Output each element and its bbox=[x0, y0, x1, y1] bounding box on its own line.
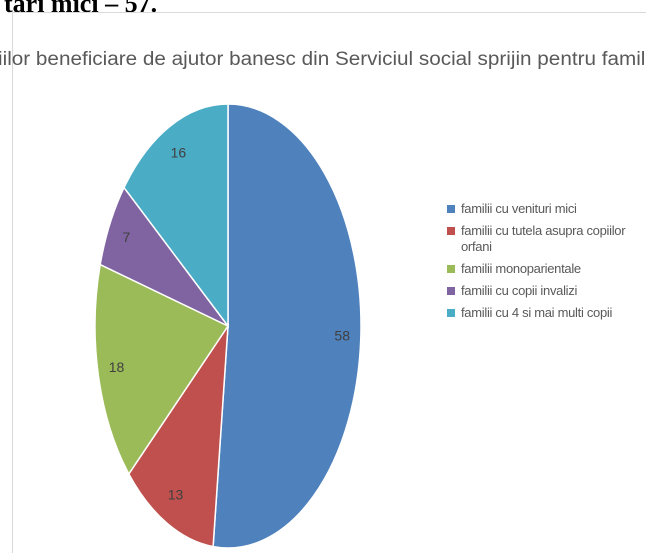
legend-swatch bbox=[447, 205, 455, 213]
data-label: 16 bbox=[171, 145, 187, 161]
legend-label: familii monoparientale bbox=[461, 261, 581, 276]
legend: familii cu venituri mici familii cu tutel… bbox=[447, 201, 637, 327]
legend-swatch bbox=[447, 287, 455, 295]
legend-label: familii cu tutela asupra copiilor orfani bbox=[461, 223, 626, 254]
data-label: 58 bbox=[334, 327, 350, 343]
legend-item: familii monoparientale bbox=[447, 261, 637, 277]
legend-item: familii cu venituri mici bbox=[447, 201, 637, 217]
legend-label: familii cu venituri mici bbox=[461, 201, 577, 216]
chart-frame bbox=[12, 12, 646, 553]
legend-swatch bbox=[447, 265, 455, 273]
legend-item: familii cu copii invalizi bbox=[447, 283, 637, 299]
data-label: 18 bbox=[109, 359, 125, 375]
heading: tari mici – 57. bbox=[4, 0, 158, 18]
legend-swatch bbox=[447, 227, 455, 235]
pie-slice bbox=[94, 263, 230, 476]
pie-slice bbox=[127, 323, 229, 548]
legend-label: familii cu copii invalizi bbox=[461, 283, 578, 298]
data-label: 7 bbox=[122, 229, 130, 245]
chart-title: iilor beneficiare de ajutor banesc din S… bbox=[0, 49, 646, 70]
data-label: 13 bbox=[168, 486, 184, 502]
pie-slice bbox=[123, 103, 229, 329]
legend-label: familii cu 4 si mai multi copii bbox=[461, 305, 613, 320]
legend-item: familii cu 4 si mai multi copii bbox=[447, 305, 637, 321]
pie-slice bbox=[212, 103, 362, 549]
legend-swatch bbox=[447, 309, 455, 317]
legend-item: familii cu tutela asupra copiilor orfani bbox=[447, 223, 637, 255]
